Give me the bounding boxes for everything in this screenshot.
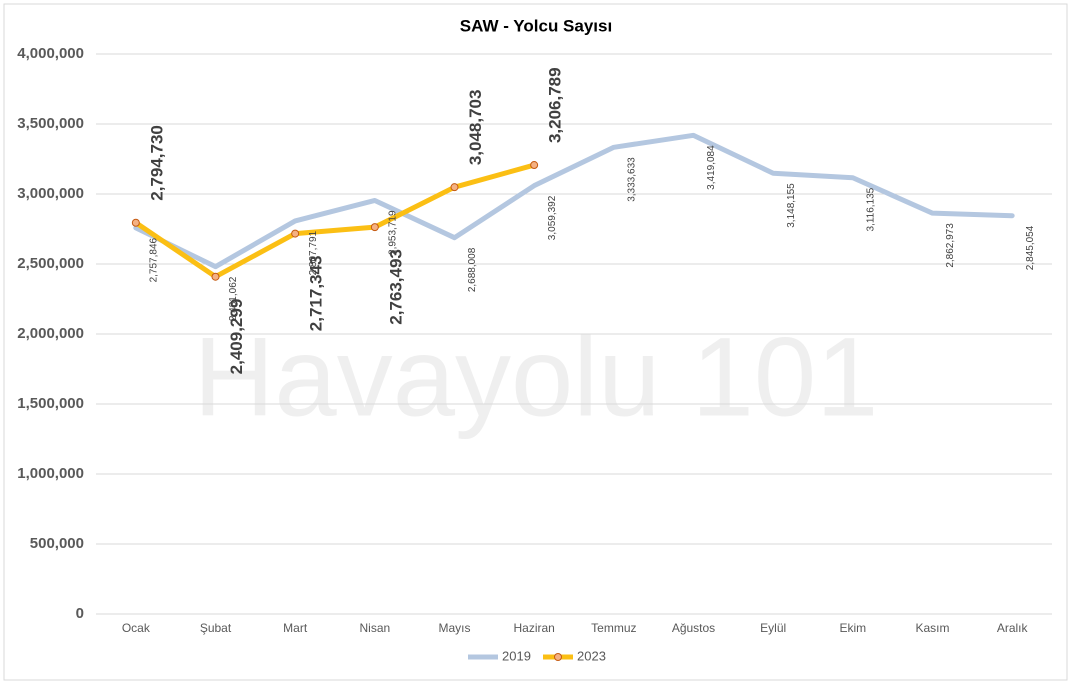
x-tick-label: Ekim: [839, 621, 866, 635]
point-marker: [291, 229, 300, 238]
data-label: 3,419,084: [706, 145, 717, 190]
x-tick-label: Temmuz: [591, 621, 636, 635]
x-tick-label: Ocak: [122, 621, 151, 635]
x-tick-label: Şubat: [200, 621, 232, 635]
legend-label: 2023: [577, 648, 606, 663]
data-label: 2,688,008: [467, 247, 478, 292]
data-label: 2,481,062: [228, 276, 239, 321]
y-tick-label: 0: [76, 605, 84, 622]
x-tick-label: Eylül: [760, 621, 786, 635]
point-marker: [530, 161, 539, 170]
point-marker: [131, 218, 140, 227]
data-label: 2,953,719: [387, 210, 398, 255]
data-label: 2,862,973: [945, 223, 956, 268]
x-tick-label: Aralık: [997, 621, 1029, 635]
y-tick-label: 3,500,000: [17, 115, 84, 132]
data-label: 2,409,299: [227, 299, 246, 375]
data-label: 3,148,155: [786, 183, 797, 228]
data-label: 2,845,054: [1025, 225, 1036, 270]
data-label: 3,333,633: [626, 157, 637, 202]
y-tick-label: 3,000,000: [17, 185, 84, 202]
y-tick-label: 2,000,000: [17, 325, 84, 342]
x-tick-label: Haziran: [513, 621, 554, 635]
data-label: 3,206,789: [546, 67, 565, 143]
y-tick-label: 500,000: [30, 535, 84, 552]
x-tick-label: Ağustos: [672, 621, 715, 635]
x-tick-label: Mayıs: [438, 621, 470, 635]
point-marker: [211, 272, 220, 281]
y-tick-label: 1,000,000: [17, 465, 84, 482]
legend-marker: [554, 653, 562, 661]
data-label: 2,807,791: [308, 230, 319, 275]
data-label: 2,757,846: [148, 237, 159, 282]
x-tick-label: Mart: [283, 621, 308, 635]
data-label: 3,048,703: [466, 90, 485, 166]
point-marker: [450, 183, 459, 192]
data-label: 3,116,135: [865, 187, 876, 231]
x-tick-label: Kasım: [915, 621, 949, 635]
x-tick-label: Nisan: [359, 621, 390, 635]
point-marker: [370, 223, 379, 232]
series-line: [133, 132, 1015, 270]
watermark: Havayolu 101: [194, 315, 879, 440]
y-tick-label: 4,000,000: [17, 45, 84, 62]
series-line: [133, 162, 537, 280]
chart-border: [3, 3, 1068, 681]
data-label: 3,059,392: [547, 195, 558, 240]
data-label: 2,763,493: [386, 249, 405, 325]
chart-title: SAW - Yolcu Sayısı: [460, 16, 612, 35]
y-tick-label: 2,500,000: [17, 255, 84, 272]
y-tick-label: 1,500,000: [17, 395, 84, 412]
legend-label: 2019: [502, 648, 531, 663]
data-label: 2,717,343: [307, 256, 326, 332]
data-label: 2,794,730: [147, 125, 166, 201]
